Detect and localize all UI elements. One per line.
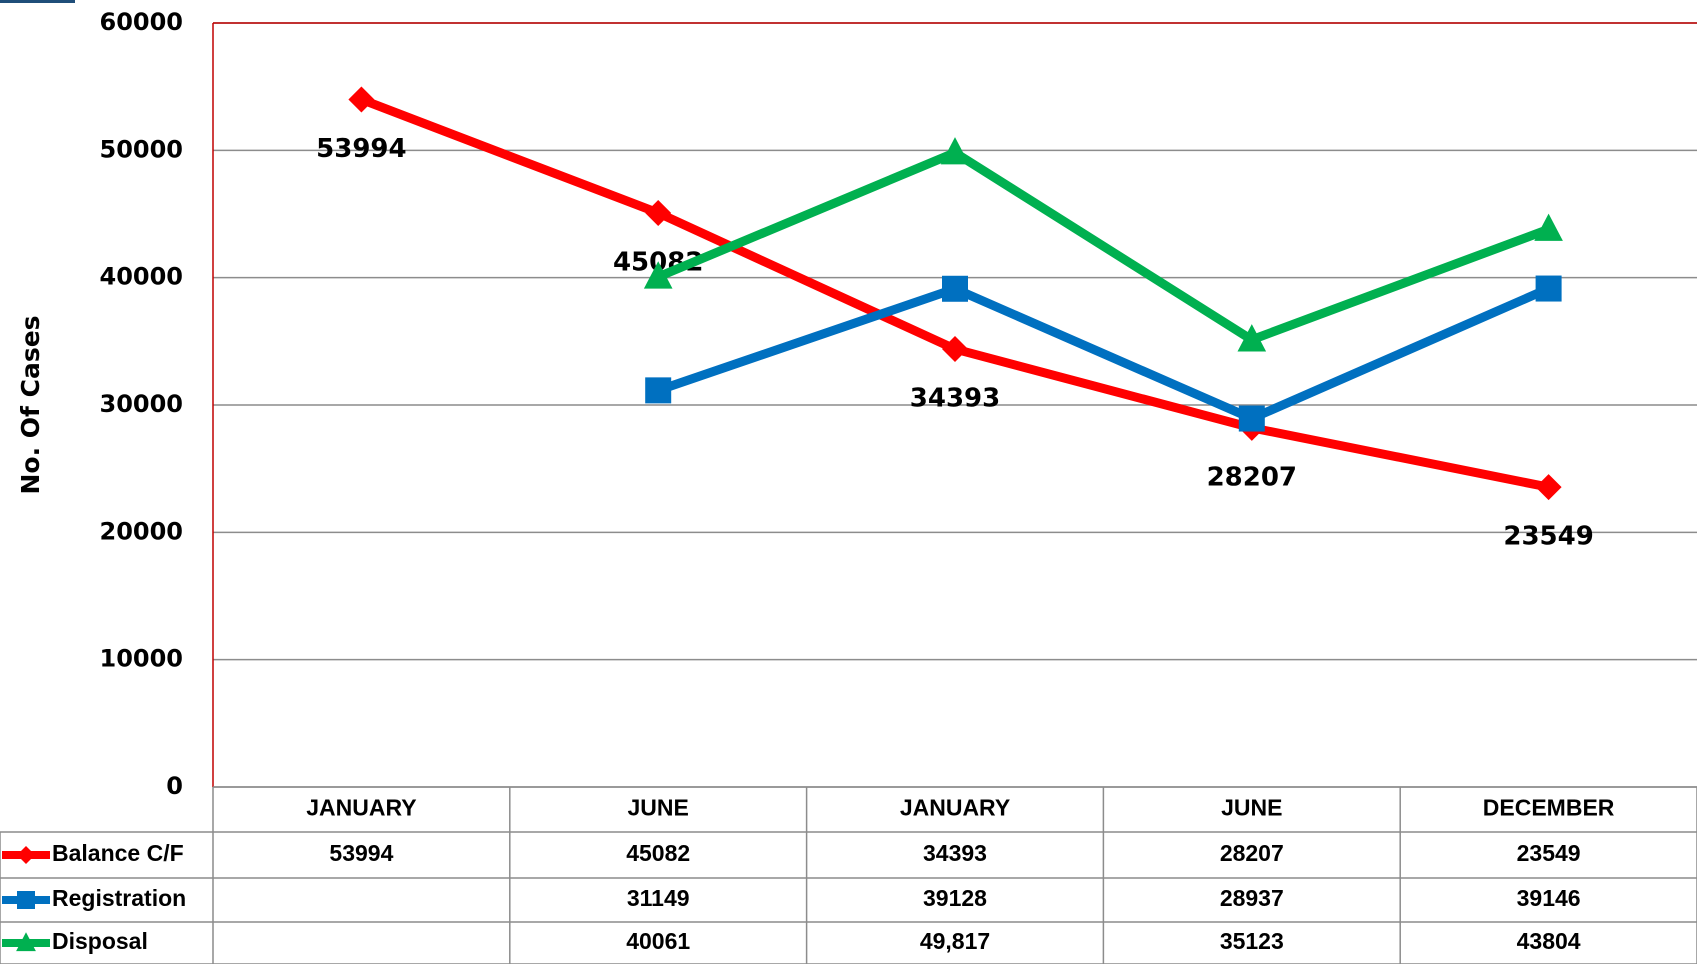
data-label: 34393 bbox=[910, 384, 1000, 414]
table-value: 35123 bbox=[1220, 928, 1284, 954]
data-label: 53994 bbox=[316, 134, 406, 164]
marker bbox=[348, 86, 375, 113]
legend-label: Balance C/F bbox=[52, 840, 184, 866]
y-tick-label: 60000 bbox=[100, 8, 184, 36]
marker bbox=[940, 137, 970, 165]
marker bbox=[1534, 213, 1563, 241]
data-label: 23549 bbox=[1503, 522, 1593, 552]
table-value: 39146 bbox=[1517, 885, 1581, 911]
marker bbox=[17, 891, 35, 909]
table-value: 39128 bbox=[923, 885, 987, 911]
y-tick-label: 0 bbox=[166, 772, 183, 800]
x-tick-label: DECEMBER bbox=[1483, 795, 1615, 821]
x-tick-label: JUNE bbox=[1221, 795, 1282, 821]
marker bbox=[643, 261, 673, 289]
marker bbox=[942, 275, 968, 302]
table-value: 31149 bbox=[627, 885, 690, 911]
legend-label: Disposal bbox=[52, 928, 148, 954]
marker bbox=[17, 846, 35, 864]
y-tick-label: 50000 bbox=[100, 135, 184, 163]
marker bbox=[942, 336, 968, 363]
marker bbox=[645, 199, 672, 226]
marker bbox=[1237, 324, 1267, 352]
y-tick-label: 30000 bbox=[100, 390, 184, 418]
data-label: 28207 bbox=[1207, 462, 1297, 492]
table-value: 34393 bbox=[923, 840, 987, 866]
y-tick-label: 10000 bbox=[100, 645, 184, 673]
table-value: 23549 bbox=[1517, 840, 1581, 866]
table-value: 53994 bbox=[329, 840, 393, 866]
y-tick-label: 40000 bbox=[100, 263, 184, 291]
table-value: 45082 bbox=[626, 840, 690, 866]
series-line bbox=[656, 148, 1551, 345]
legend-label: Registration bbox=[52, 885, 186, 911]
table-value: 49,817 bbox=[920, 928, 990, 954]
table-value: 28937 bbox=[1220, 885, 1284, 911]
corner-bar bbox=[0, 0, 75, 3]
x-tick-label: JUNE bbox=[628, 795, 689, 821]
marker bbox=[1535, 474, 1562, 501]
marker bbox=[1238, 405, 1265, 432]
y-tick-label: 20000 bbox=[100, 517, 184, 545]
series-line bbox=[656, 284, 1551, 424]
x-tick-label: JANUARY bbox=[900, 795, 1010, 821]
marker bbox=[645, 377, 672, 404]
x-tick-label: JANUARY bbox=[306, 795, 416, 821]
table-value: 43804 bbox=[1517, 928, 1581, 954]
table-value: 28207 bbox=[1220, 840, 1284, 866]
marker bbox=[1535, 275, 1562, 302]
table-value: 40061 bbox=[626, 928, 690, 954]
y-axis-label: No. Of Cases bbox=[16, 315, 45, 494]
marker bbox=[16, 932, 36, 952]
